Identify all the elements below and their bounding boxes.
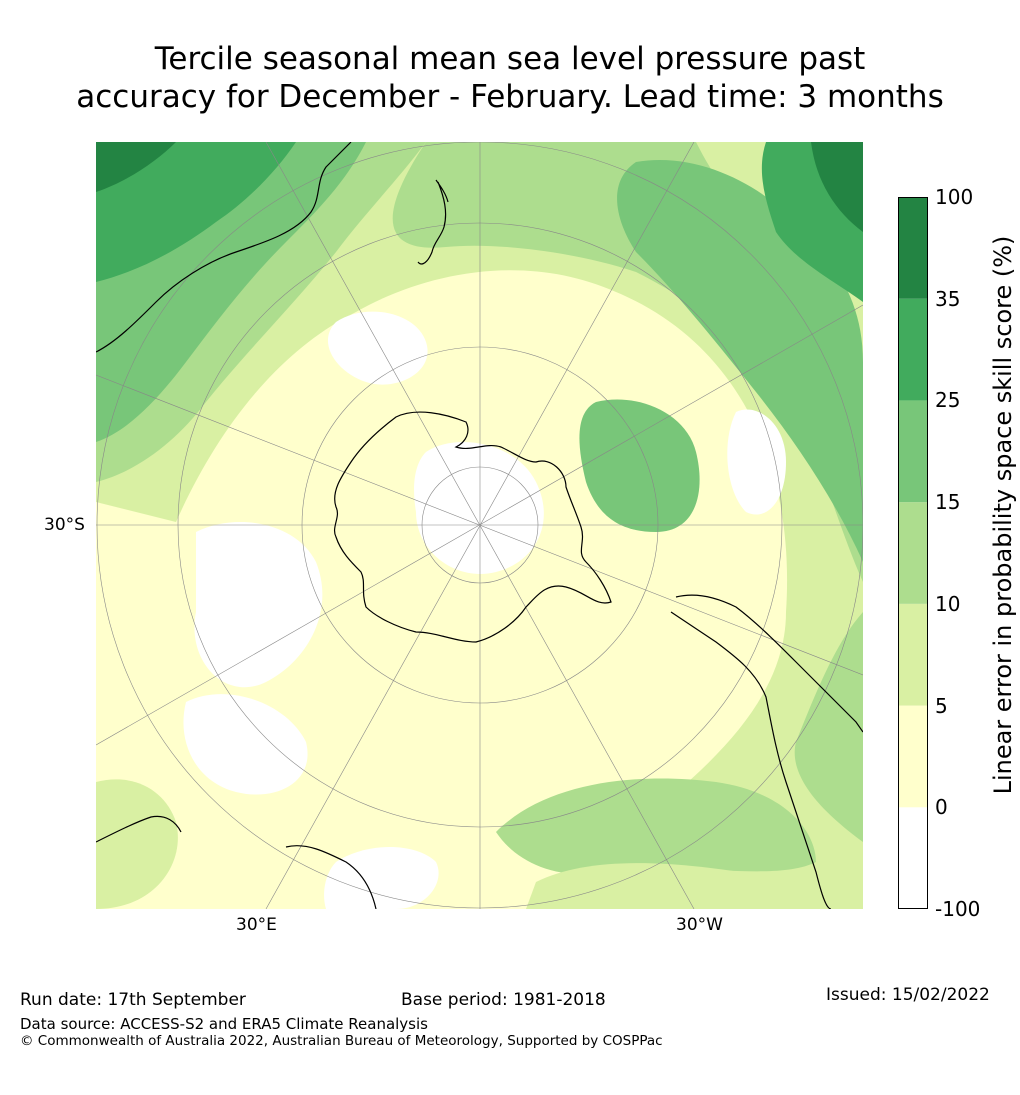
colorbar-segment: [898, 400, 928, 503]
colorbar-segment: [898, 603, 928, 706]
base-period: Base period: 1981-2018: [401, 990, 606, 1010]
field-northwest-darkest: [96, 142, 176, 192]
field-white-southwest: [183, 694, 308, 795]
graticule: [96, 142, 863, 909]
colorbar-segment: [898, 705, 928, 808]
copyright: © Commonwealth of Australia 2022, Austra…: [20, 1033, 663, 1049]
colorbar-tick-label: 0: [935, 795, 948, 820]
run-date: Run date: 17th September: [20, 990, 246, 1010]
australia-coast: [96, 142, 352, 353]
colorbar-tick-label: 15: [935, 490, 961, 515]
field-lightgreen-southeast: [526, 863, 863, 909]
new-zealand-coast: [417, 179, 449, 265]
colorbar-border: [898, 197, 928, 909]
issued-date: Issued: 15/02/2022: [826, 985, 990, 1005]
field-white-west: [194, 522, 323, 688]
colorbar-tick-label: 5: [935, 693, 948, 718]
field-east-green: [794, 362, 863, 842]
lon-label-30w: 30°W: [676, 915, 723, 935]
colorbar: [898, 197, 928, 909]
colorbar-tick-label: 100: [935, 185, 974, 209]
colorbar-tick-label: -100: [935, 897, 981, 921]
title-line-2: accuracy for December - February. Lead t…: [76, 79, 944, 115]
south-america-coast: [670, 594, 863, 909]
colorbar-tick-label: 10: [935, 591, 961, 616]
map-canvas: [96, 142, 863, 909]
antarctica-coast: [333, 411, 612, 643]
lat-label-30s: 30°S: [44, 515, 85, 535]
colorbar-label: Linear error in probability space skill …: [989, 235, 1017, 795]
polar-map: [96, 142, 863, 909]
data-source: Data source: ACCESS-S2 and ERA5 Climate …: [20, 1015, 428, 1033]
colorbar-segment: [898, 298, 928, 401]
title-line-1: Tercile seasonal mean sea level pressure…: [154, 41, 866, 77]
lon-label-30e: 30°E: [236, 915, 277, 935]
colorbar-tick-label: 35: [935, 286, 961, 311]
africa-coast: [96, 815, 377, 909]
chart-title: Tercile seasonal mean sea level pressure…: [0, 40, 1020, 116]
colorbar-segment: [898, 197, 928, 299]
field-northeast-mid: [617, 160, 863, 562]
colorbar-segment: [898, 502, 928, 604]
field-northwest-dark: [96, 142, 296, 282]
field-white-north: [327, 311, 428, 385]
field-northeast-darkest: [811, 142, 863, 232]
field-north-band: [96, 142, 863, 909]
colorbar-segment: [898, 807, 928, 909]
field-white-pole: [414, 442, 544, 574]
field-lightgreen-southwest: [96, 779, 178, 909]
field-white-east: [727, 409, 786, 515]
colorbar-svg: [898, 197, 928, 909]
field-south-green: [496, 778, 816, 875]
field-white-south: [324, 847, 439, 909]
coastlines: [96, 142, 863, 909]
colorbar-tick-label: 25: [935, 388, 961, 413]
field-center-blob: [579, 399, 700, 532]
